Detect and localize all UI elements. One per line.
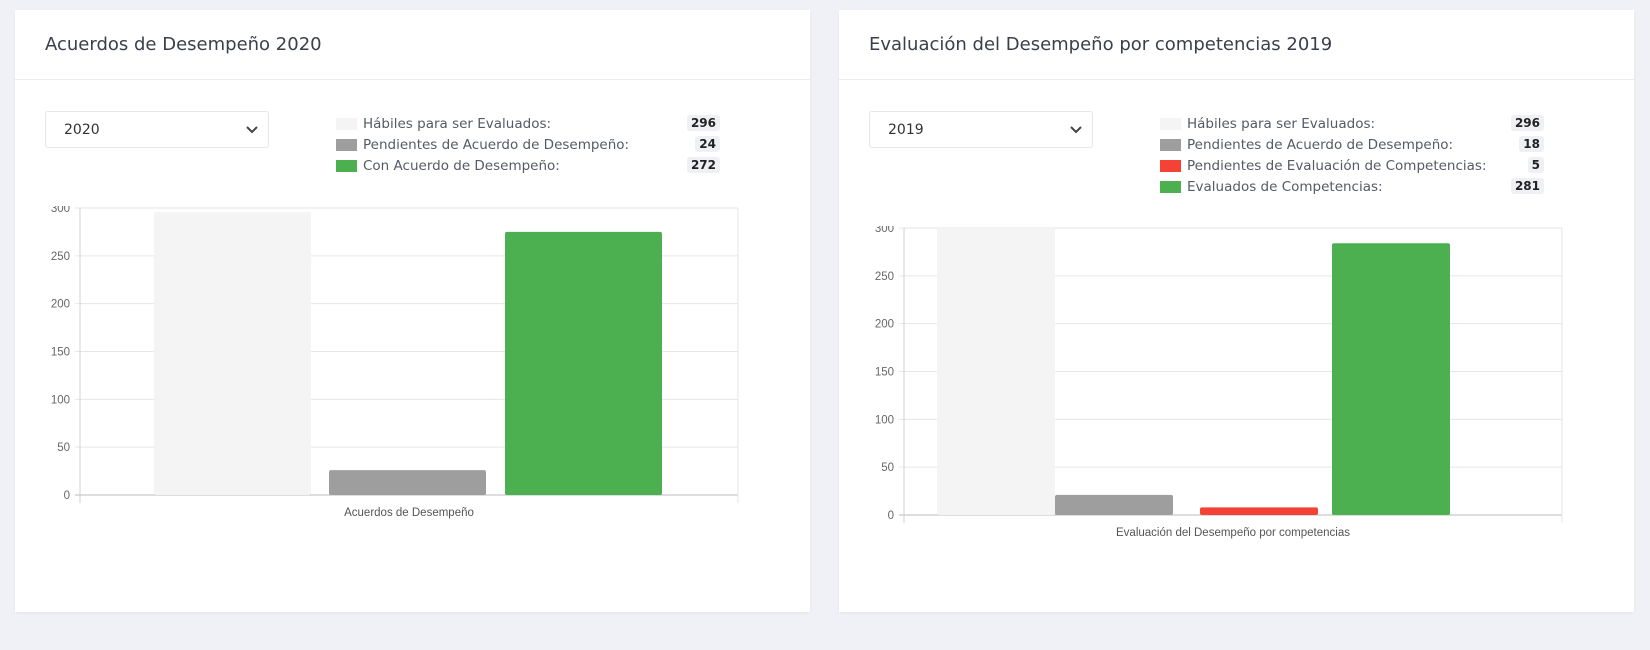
card-title: Acuerdos de Desempeño 2020 [45, 34, 322, 55]
y-tick-label: 300 [51, 206, 70, 215]
legend-count-badge: 296 [1510, 115, 1544, 131]
chart-card-evaluacion: Evaluación del Desempeño por competencia… [839, 10, 1634, 612]
year-select[interactable]: 2019 [869, 111, 1093, 148]
y-tick-label: 200 [51, 299, 70, 311]
card-header: Acuerdos de Desempeño 2020 [15, 10, 810, 80]
legend-count-badge: 296 [686, 115, 720, 131]
legend-count-badge: 272 [686, 157, 720, 173]
legend-item: Hábiles para ser Evaluados: 296 [1160, 113, 1544, 134]
y-tick-label: 0 [64, 490, 70, 502]
legend-item: Pendientes de Acuerdo de Desempeño: 24 [336, 134, 720, 155]
card-title: Evaluación del Desempeño por competencia… [869, 34, 1333, 55]
y-tick-label: 250 [875, 271, 894, 283]
y-tick-label: 300 [875, 226, 894, 235]
x-category-label: Evaluación del Desempeño por competencia… [1116, 527, 1350, 539]
bar-chart: 0 50 100 150 200 250 300 Evaluación del Desempe… [875, 226, 1563, 539]
chevron-down-icon [1070, 126, 1082, 134]
x-category-label: Acuerdos de Desempeño [344, 507, 474, 519]
legend-swatch [1160, 180, 1181, 193]
legend-item: Evaluados de Competencias: 281 [1160, 176, 1544, 197]
legend-swatch [1160, 138, 1181, 151]
chart-legend: Hábiles para ser Evaluados: 296 Pendient… [336, 113, 720, 176]
y-tick-label: 0 [888, 510, 894, 522]
legend-label: Pendientes de Acuerdo de Desempeño: [363, 136, 630, 153]
legend-count-badge: 24 [695, 136, 720, 152]
bar-4[interactable] [1332, 243, 1450, 515]
legend-label: Pendientes de Evaluación de Competencias… [1187, 157, 1487, 174]
legend-item: Con Acuerdo de Desempeño: 272 [336, 155, 720, 176]
legend-item: Hábiles para ser Evaluados: 296 [336, 113, 720, 134]
legend-count-badge: 5 [1527, 157, 1544, 173]
y-tick-label: 50 [57, 442, 70, 454]
legend-swatch [1160, 117, 1181, 130]
legend-swatch [1160, 159, 1181, 172]
bar-2[interactable] [329, 470, 486, 495]
year-select-value: 2019 [888, 121, 924, 138]
card-header: Evaluación del Desempeño por competencia… [839, 10, 1634, 80]
y-tick-label: 150 [875, 367, 894, 379]
bar-2[interactable] [1055, 494, 1173, 515]
legend-swatch [336, 138, 357, 151]
chevron-down-icon [246, 126, 258, 134]
bar-chart: 0 50 100 150 200 250 300 Acuerdos de Desempeño [51, 206, 739, 519]
year-select[interactable]: 2020 [45, 111, 269, 148]
chart-card-acuerdos: Acuerdos de Desempeño 2020 2020 Hábiles … [15, 10, 810, 612]
bar-3[interactable] [505, 231, 662, 495]
legend-label: Pendientes de Acuerdo de Desempeño: [1187, 136, 1454, 153]
legend-swatch [336, 159, 357, 172]
bar-3[interactable] [1200, 507, 1318, 515]
y-tick-label: 100 [51, 394, 70, 406]
bar-1[interactable] [154, 211, 311, 495]
legend-count-badge: 281 [1510, 178, 1544, 194]
y-tick-label: 100 [875, 414, 894, 426]
y-tick-label: 200 [875, 319, 894, 331]
legend-count-badge: 18 [1519, 136, 1544, 152]
bar-1[interactable] [937, 228, 1055, 515]
legend-item: Pendientes de Evaluación de Competencias… [1160, 155, 1544, 176]
legend-label: Hábiles para ser Evaluados: [1187, 115, 1376, 132]
y-tick-label: 150 [51, 347, 70, 359]
chart-legend: Hábiles para ser Evaluados: 296 Pendient… [1160, 113, 1544, 197]
legend-label: Con Acuerdo de Desempeño: [363, 157, 560, 174]
legend-label: Hábiles para ser Evaluados: [363, 115, 552, 132]
y-tick-label: 50 [881, 462, 894, 474]
legend-item: Pendientes de Acuerdo de Desempeño: 18 [1160, 134, 1544, 155]
year-select-value: 2020 [64, 121, 100, 138]
legend-label: Evaluados de Competencias: [1187, 178, 1383, 195]
legend-swatch [336, 117, 357, 130]
y-tick-label: 250 [51, 251, 70, 263]
